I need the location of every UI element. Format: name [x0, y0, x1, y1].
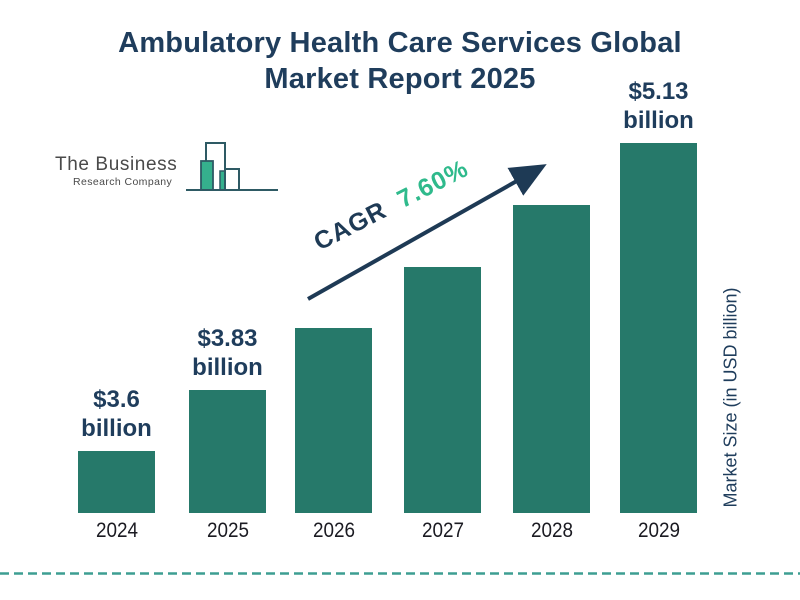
y-axis-label: Market Size (in USD billion)	[720, 287, 741, 508]
value-label-2024: $3.6 billion	[81, 386, 152, 443]
company-logo: The Business Research Company	[52, 140, 278, 200]
title-line-1: Ambulatory Health Care Services Global	[118, 27, 682, 59]
bar-2029	[620, 143, 697, 513]
logo-subname: Research Company	[73, 176, 173, 188]
x-tick-2028: 2028	[530, 519, 573, 542]
value-label-2029: $5.13 billion	[623, 78, 694, 135]
x-tick-2027: 2027	[421, 519, 464, 542]
page-title: Ambulatory Health Care Services Global M…	[0, 26, 800, 98]
bar-2028	[513, 205, 590, 513]
x-tick-2024: 2024	[95, 519, 138, 542]
logo-name: The Business	[55, 154, 178, 175]
title-line-2: Market Report 2025	[264, 62, 536, 95]
x-tick-2025: 2025	[206, 519, 249, 542]
x-tick-2029: 2029	[637, 519, 680, 542]
value-label-2025: $3.83 billion	[192, 325, 263, 382]
x-tick-2026: 2026	[312, 519, 355, 542]
bar-2027	[404, 267, 481, 513]
bar-2024	[78, 451, 155, 513]
logo-bars-icon	[186, 142, 278, 191]
bar-2026	[295, 328, 372, 513]
bar-2025	[189, 390, 266, 513]
